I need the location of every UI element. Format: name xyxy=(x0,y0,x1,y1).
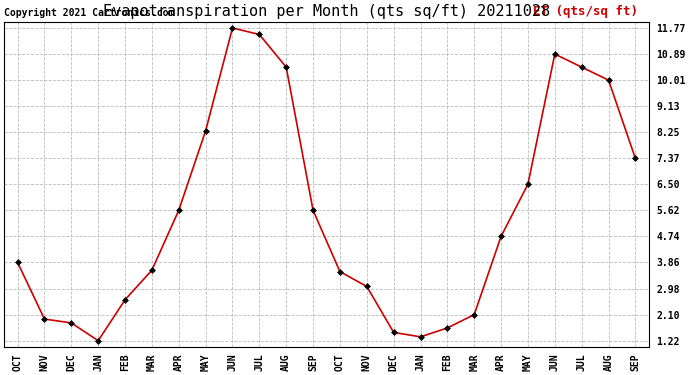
Text: Copyright 2021 Cartronics.com: Copyright 2021 Cartronics.com xyxy=(4,9,175,18)
Text: ET (qts/sq ft): ET (qts/sq ft) xyxy=(533,6,638,18)
Title: Evapotranspiration per Month (qts sq/ft) 20211028: Evapotranspiration per Month (qts sq/ft)… xyxy=(103,4,550,19)
